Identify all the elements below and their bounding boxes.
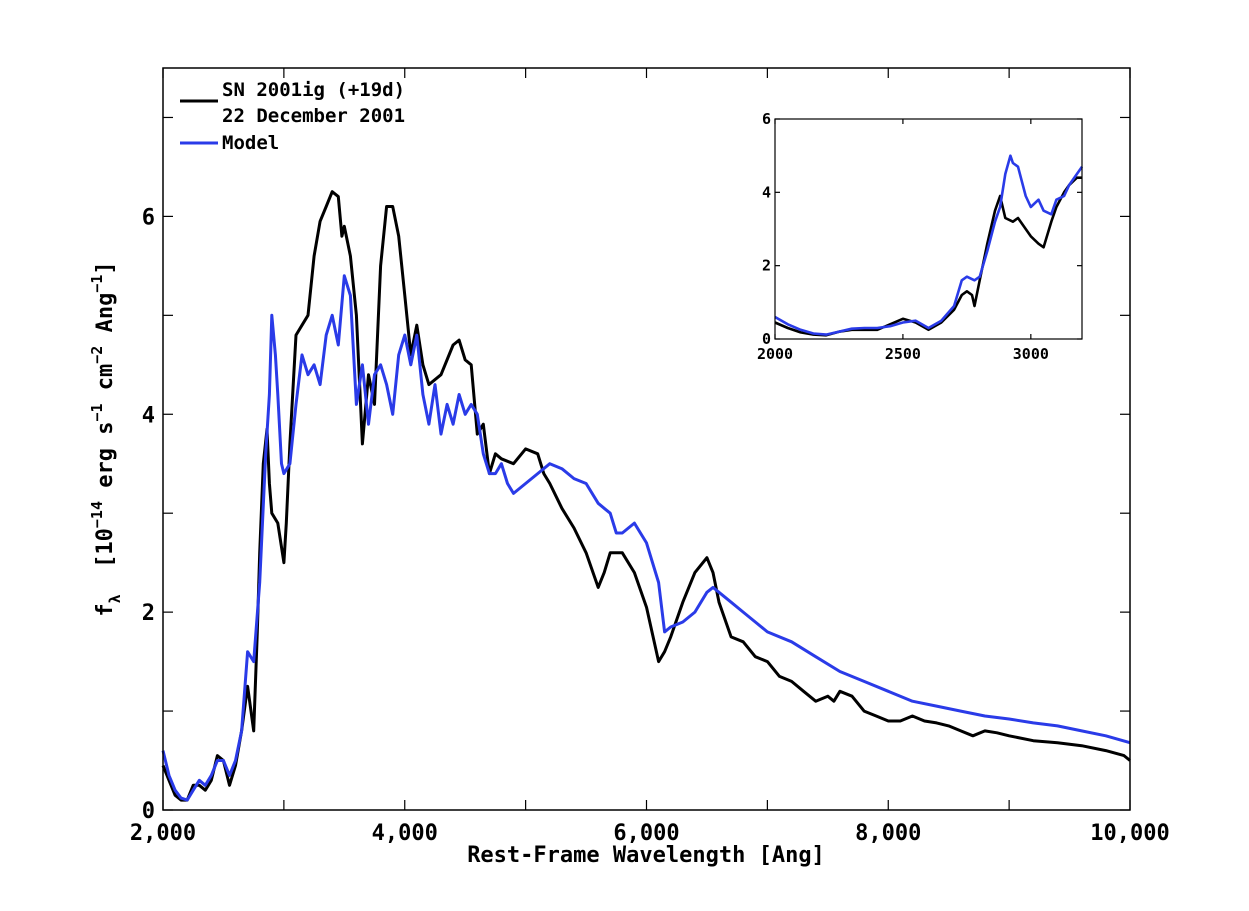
main-y-tick-label: 0 [142,799,155,824]
inset-plot-panel: 2000 2500 3000 0 2 4 6 [757,110,1084,363]
legend-label-observed-line2: 22 December 2001 [222,105,405,127]
y-label-open: [10 [93,528,118,568]
main-y-tick-label: 6 [142,205,155,230]
inset-plot-area [775,119,1082,339]
main-x-tick-label: 8,000 [855,821,921,846]
y-label-cm: cm [93,364,118,391]
main-series-group [161,190,1131,802]
y-axis-label: fλ [10−14 erg s−1 cm−2 Ang−1] [88,261,124,616]
y-label-exp1: −14 [88,501,106,528]
main-y-tick-label: 4 [142,403,155,428]
inset-y-tick-labels: 0 2 4 6 [762,110,771,348]
y-label-erg: erg s [93,422,118,488]
x-axis-label: Rest-Frame Wavelength [Ang] [467,843,825,868]
main-x-tick-labels: 2,000 4,000 6,000 8,000 10,000 [130,821,1170,846]
main-y-tick-labels: 0 2 4 6 [142,205,155,824]
legend: SN 2001ig (+19d) 22 December 2001 Model [180,79,405,154]
inset-y-tick-label: 4 [762,183,771,201]
main-x-tick-label: 4,000 [372,821,438,846]
main-y-tick-label: 2 [142,601,155,626]
inset-y-tick-label: 6 [762,110,771,128]
y-label-f: f [93,603,118,616]
y-label-exp4: −1 [88,275,106,293]
y-label-close: ] [93,261,118,274]
inset-series-line-model [774,154,1084,336]
y-label-exp2: −1 [88,403,106,421]
main-x-tick-label: 6,000 [613,821,679,846]
inset-x-tick-label: 3000 [1013,345,1049,363]
inset-y-tick-label: 2 [762,257,771,275]
inset-x-tick-label: 2000 [757,345,793,363]
inset-y-tick-label: 0 [762,330,771,348]
inset-x-tick-labels: 2000 2500 3000 [757,345,1049,363]
main-x-tick-label: 2,000 [130,821,196,846]
inset-x-tick-label: 2500 [885,345,921,363]
main-series-line-model [161,274,1131,802]
y-label-ang: Ang [93,293,118,333]
inset-plot-frame [774,118,1083,340]
inset-series-group [774,154,1084,337]
legend-label-model: Model [222,132,279,154]
main-x-tick-label: 10,000 [1090,821,1169,846]
y-label-lambda: λ [106,594,124,603]
y-label-exp3: −2 [88,346,106,364]
inset-ticks-group [774,118,1082,340]
legend-label-observed-line1: SN 2001ig (+19d) [222,79,405,101]
main-ticks-group [162,68,1131,811]
